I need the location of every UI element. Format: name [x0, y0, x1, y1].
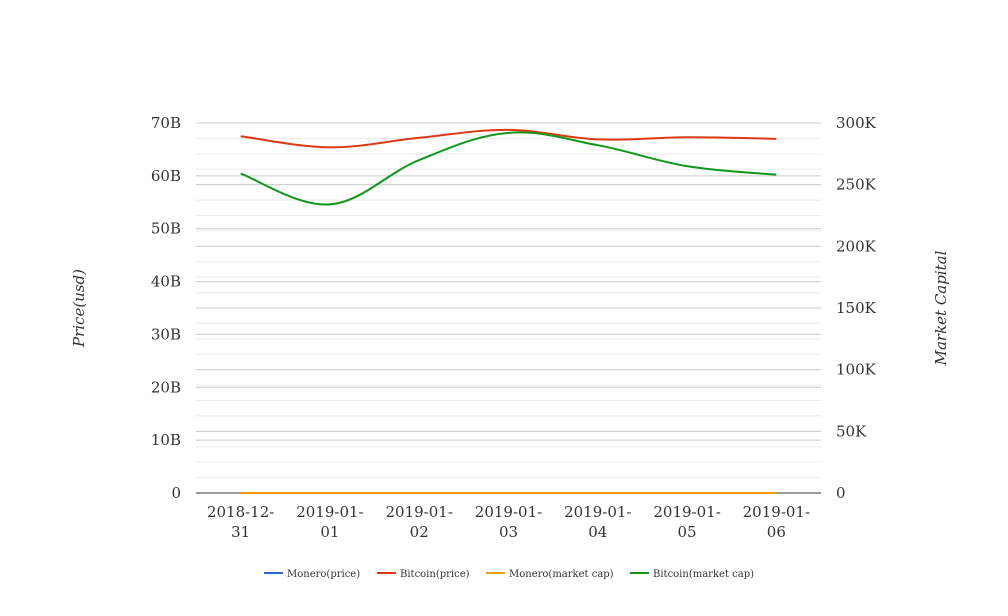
legend: Monero(price) Bitcoin(price) Monero(market… [264, 569, 754, 580]
x-tick-label: 2019-01- [386, 503, 453, 521]
y-left-tick-label: 30B [151, 325, 181, 343]
x-tick-label: 01 [320, 523, 339, 541]
y-left-tick-label: 10B [151, 431, 181, 449]
y-right-tick-label: 0 [836, 484, 846, 502]
grid-layer [196, 122, 821, 479]
y-left-tick-label: 0 [171, 484, 181, 502]
series-line-bitcoin-price [240, 128, 777, 149]
x-tick-label: 06 [767, 523, 786, 541]
x-tick-label: 03 [499, 523, 518, 541]
legend-label-bitcoin-price: Bitcoin(price) [400, 569, 470, 580]
x-tick-label: 31 [231, 523, 250, 541]
x-tick-label: 2019-01- [653, 503, 720, 521]
y-right-tick-label: 300K [836, 114, 877, 132]
x-tick-label: 04 [588, 523, 607, 541]
ticks-layer: 0 10B 20B 30B 40B 50B 60B 70B 0 50K 100K 150K 200K 25… [151, 114, 877, 541]
y-axis-left-title: Price(usd) [70, 269, 88, 348]
x-tick-label: 2019-01- [475, 503, 542, 521]
x-tick-label: 2019-01- [564, 503, 631, 521]
x-tick-label: 02 [410, 523, 429, 541]
legend-label-monero-price: Monero(price) [287, 569, 360, 580]
y-left-tick-label: 20B [151, 378, 181, 396]
x-tick-label: 2018-12- [207, 503, 274, 521]
legend-label-bitcoin-market-cap: Bitcoin(market cap) [653, 569, 754, 580]
x-tick-label: 2019-01- [296, 503, 363, 521]
series-line-bitcoin-market-cap [240, 131, 777, 206]
y-left-tick-label: 50B [151, 220, 181, 238]
legend-label-monero-market-cap: Monero(market cap) [509, 569, 614, 580]
y-right-tick-label: 250K [836, 176, 877, 194]
x-tick-label: 05 [678, 523, 697, 541]
y-left-tick-label: 60B [151, 167, 181, 185]
y-right-tick-label: 200K [836, 237, 877, 255]
y-axis-right-title: Market Capital [932, 250, 950, 366]
y-left-tick-label: 40B [151, 273, 181, 291]
series-layer [240, 128, 777, 495]
y-right-tick-label: 50K [836, 422, 867, 440]
y-right-tick-label: 100K [836, 361, 877, 379]
y-right-tick-label: 150K [836, 299, 877, 317]
y-left-tick-label: 70B [151, 114, 181, 132]
x-tick-label: 2019-01- [743, 503, 810, 521]
